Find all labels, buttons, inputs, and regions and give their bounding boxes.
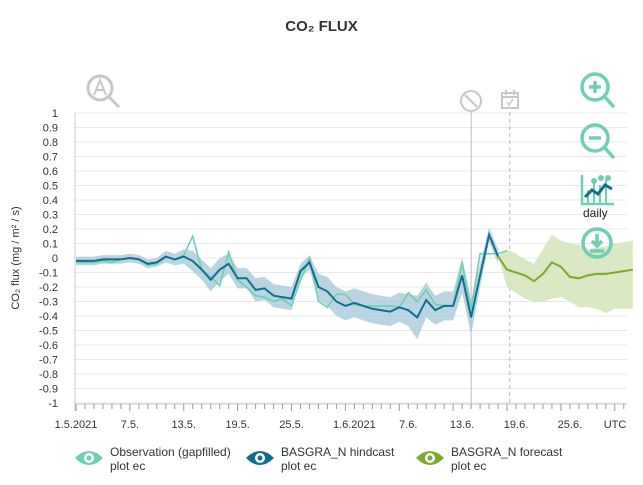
x-tick-label: 7.6. <box>399 419 417 431</box>
aggregation-daily-label[interactable]: daily <box>583 206 608 220</box>
hindcast-uncertainty-band <box>76 227 499 340</box>
x-tick-label: UTC <box>604 419 627 431</box>
legend-label: BASGRA_N hindcast <box>281 445 395 459</box>
zoom-out-icon[interactable] <box>580 123 616 160</box>
x-tick-label: 25.6. <box>558 419 582 431</box>
legend-item-forecast[interactable]: BASGRA_N forecast plot ec <box>415 445 562 473</box>
y-tick-label: 0.5 <box>43 181 58 193</box>
legend-item-hindcast[interactable]: BASGRA_N hindcast plot ec <box>245 445 394 473</box>
y-tick-labels: 1 0.9 0.8 0.7 0.6 0.5 0.4 0.3 0.2 0.1 0 -0.1 -0.2 -0.… <box>39 108 58 410</box>
x-tick-label: 1.6.2021 <box>333 419 376 431</box>
eye-icon <box>246 451 274 465</box>
x-tick-label: 25.5. <box>279 419 303 431</box>
forecast-uncertainty-band <box>498 234 633 314</box>
hindcast-line <box>76 231 500 319</box>
y-tick-label: -0.5 <box>39 326 58 338</box>
legend-label: Observation (gapfilled) <box>110 445 231 459</box>
y-tick-label: -0.1 <box>39 268 58 280</box>
y-tick-label: 0.2 <box>43 224 58 236</box>
x-tick-label: 19.6. <box>504 419 528 431</box>
y-tick-label: -0.4 <box>39 311 58 323</box>
aggregation-chart-icon[interactable] <box>580 175 614 206</box>
eye-icon <box>75 451 103 465</box>
chart-title: CO₂ FLUX <box>285 18 358 35</box>
y-tick-label: 0.1 <box>43 239 58 251</box>
y-tick-label: 0 <box>52 253 58 265</box>
y-tick-label: -0.7 <box>39 355 58 367</box>
reset-time-icon[interactable] <box>460 90 482 112</box>
legend-sublabel: plot ec <box>281 459 317 473</box>
legend-sublabel: plot ec <box>110 459 146 473</box>
x-tick-labels: 1.5.2021 7.5. 13.5. 19.5. 25.5. 1.6.2021 7.6. 1… <box>55 419 627 431</box>
y-tick-label: 0.9 <box>43 123 58 135</box>
y-tick-label: -0.2 <box>39 282 58 294</box>
y-axis-label: CO₂ flux (mg / m² / s) <box>10 206 22 309</box>
series-lines <box>76 231 633 319</box>
y-tick-label: -1 <box>48 398 58 410</box>
legend-sublabel: plot ec <box>451 459 487 473</box>
calendar-icon[interactable] <box>501 90 519 109</box>
forecast-line <box>497 256 633 283</box>
uncertainty-bands <box>76 227 633 340</box>
y-tick-label: -0.3 <box>39 297 58 309</box>
auto-scale-icon[interactable] <box>86 74 121 109</box>
legend-label: BASGRA_N forecast <box>451 445 563 459</box>
download-icon[interactable] <box>581 227 613 259</box>
eye-icon <box>416 451 444 465</box>
y-tick-label: 0.4 <box>43 195 58 207</box>
y-tick-label: 1 <box>52 108 58 120</box>
y-tick-label: 0.6 <box>43 166 58 178</box>
y-tick-label: 0.7 <box>43 152 58 164</box>
y-tick-label: 0.8 <box>43 137 58 149</box>
y-tick-label: -0.8 <box>39 369 58 381</box>
y-tick-label: 0.3 <box>43 210 58 222</box>
zoom-in-icon[interactable] <box>580 72 616 109</box>
legend-item-observation[interactable]: Observation (gapfilled) plot ec <box>74 445 231 473</box>
x-tick-label: 7.5. <box>121 419 139 431</box>
y-tick-label: -0.9 <box>39 384 58 396</box>
x-tick-label: 1.5.2021 <box>55 419 98 431</box>
observation-line <box>76 233 508 309</box>
y-tick-label: -0.6 <box>39 340 58 352</box>
x-tick-label: 13.5. <box>172 419 196 431</box>
x-tick-label: 19.5. <box>225 419 249 431</box>
x-tick-label: 13.6. <box>450 419 474 431</box>
